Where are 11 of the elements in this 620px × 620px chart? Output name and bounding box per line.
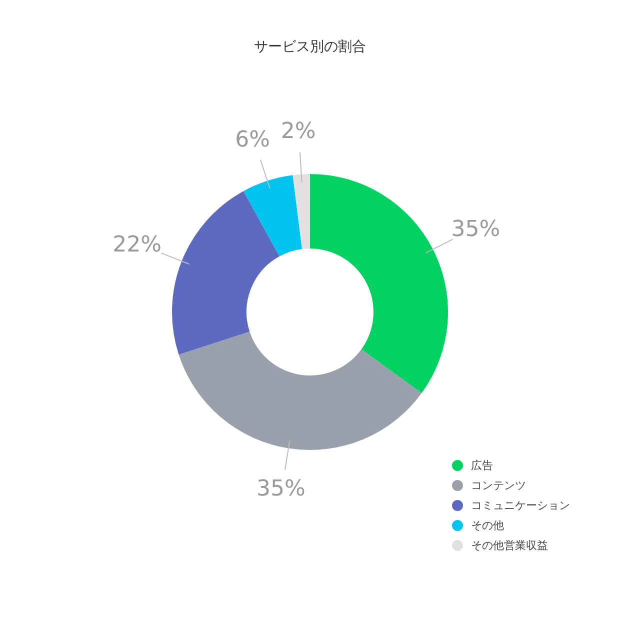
data-label: 35%: [256, 476, 306, 502]
data-label: 22%: [112, 232, 162, 258]
legend-label: コミュニケーション: [471, 498, 570, 512]
data-label: 35%: [451, 217, 500, 242]
chart-title: サービス別の割合: [253, 38, 367, 56]
data-label: 6%: [235, 128, 270, 153]
legend-label: コンテンツ: [471, 478, 526, 492]
legend-label: 広告: [471, 458, 493, 472]
legend-label: その他: [471, 518, 504, 532]
legend-label: その他営業収益: [471, 538, 548, 552]
data-label: 2%: [280, 119, 316, 144]
